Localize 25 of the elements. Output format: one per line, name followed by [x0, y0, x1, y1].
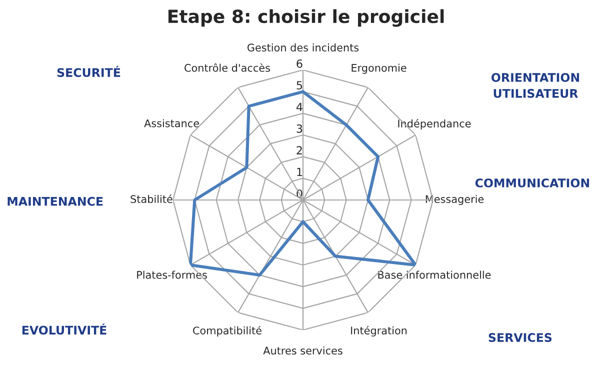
spoke-label: Messagerie — [426, 194, 484, 206]
spoke-label: Plates-formes — [137, 270, 207, 279]
spoke-label: Contrôle d'accès — [184, 63, 270, 72]
text: COMMUNICATION — [475, 178, 590, 188]
y-tick-label: 5 — [296, 81, 302, 90]
spoke-label: Intégration — [351, 326, 407, 336]
text: MAINTENANCE — [8, 196, 103, 206]
text: SECURITÉ — [57, 66, 120, 78]
text: EVOLUTIVITÉ — [22, 324, 106, 335]
y-tick-label: 1 — [297, 168, 302, 176]
spoke-label: Gestion des incidents — [247, 43, 359, 52]
spoke-label: Indépendance — [398, 118, 471, 130]
text: ORIENTATION UTILISATEUR — [491, 73, 580, 98]
y-tick-label: 6 — [296, 59, 302, 68]
y-tick-label: 4 — [296, 102, 302, 112]
spoke-label: Stabilité — [130, 194, 172, 204]
y-tick-label: 2 — [296, 146, 302, 154]
spoke-label: Base informationnelle — [378, 270, 491, 279]
spoke-label: Ergonomie — [352, 64, 406, 74]
spoke-label: Compatibilité — [193, 326, 262, 336]
y-tick-label: 3 — [296, 124, 302, 133]
chart-title: Etape 8: choisir le progiciel — [168, 9, 444, 27]
spoke-label: Assistance — [144, 119, 199, 128]
spoke-label: Autres services — [263, 346, 342, 355]
text: SERVICES — [488, 333, 552, 342]
